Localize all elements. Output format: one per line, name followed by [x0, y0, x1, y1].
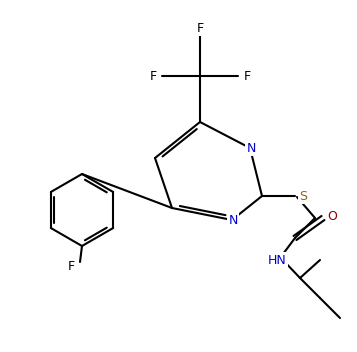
Text: HN: HN — [268, 253, 286, 266]
Text: N: N — [246, 142, 256, 155]
Text: F: F — [243, 69, 251, 82]
Text: F: F — [196, 21, 203, 34]
Text: F: F — [150, 69, 157, 82]
Text: O: O — [327, 209, 337, 222]
Text: F: F — [67, 259, 75, 272]
Text: S: S — [299, 189, 307, 202]
Text: N: N — [228, 214, 238, 226]
